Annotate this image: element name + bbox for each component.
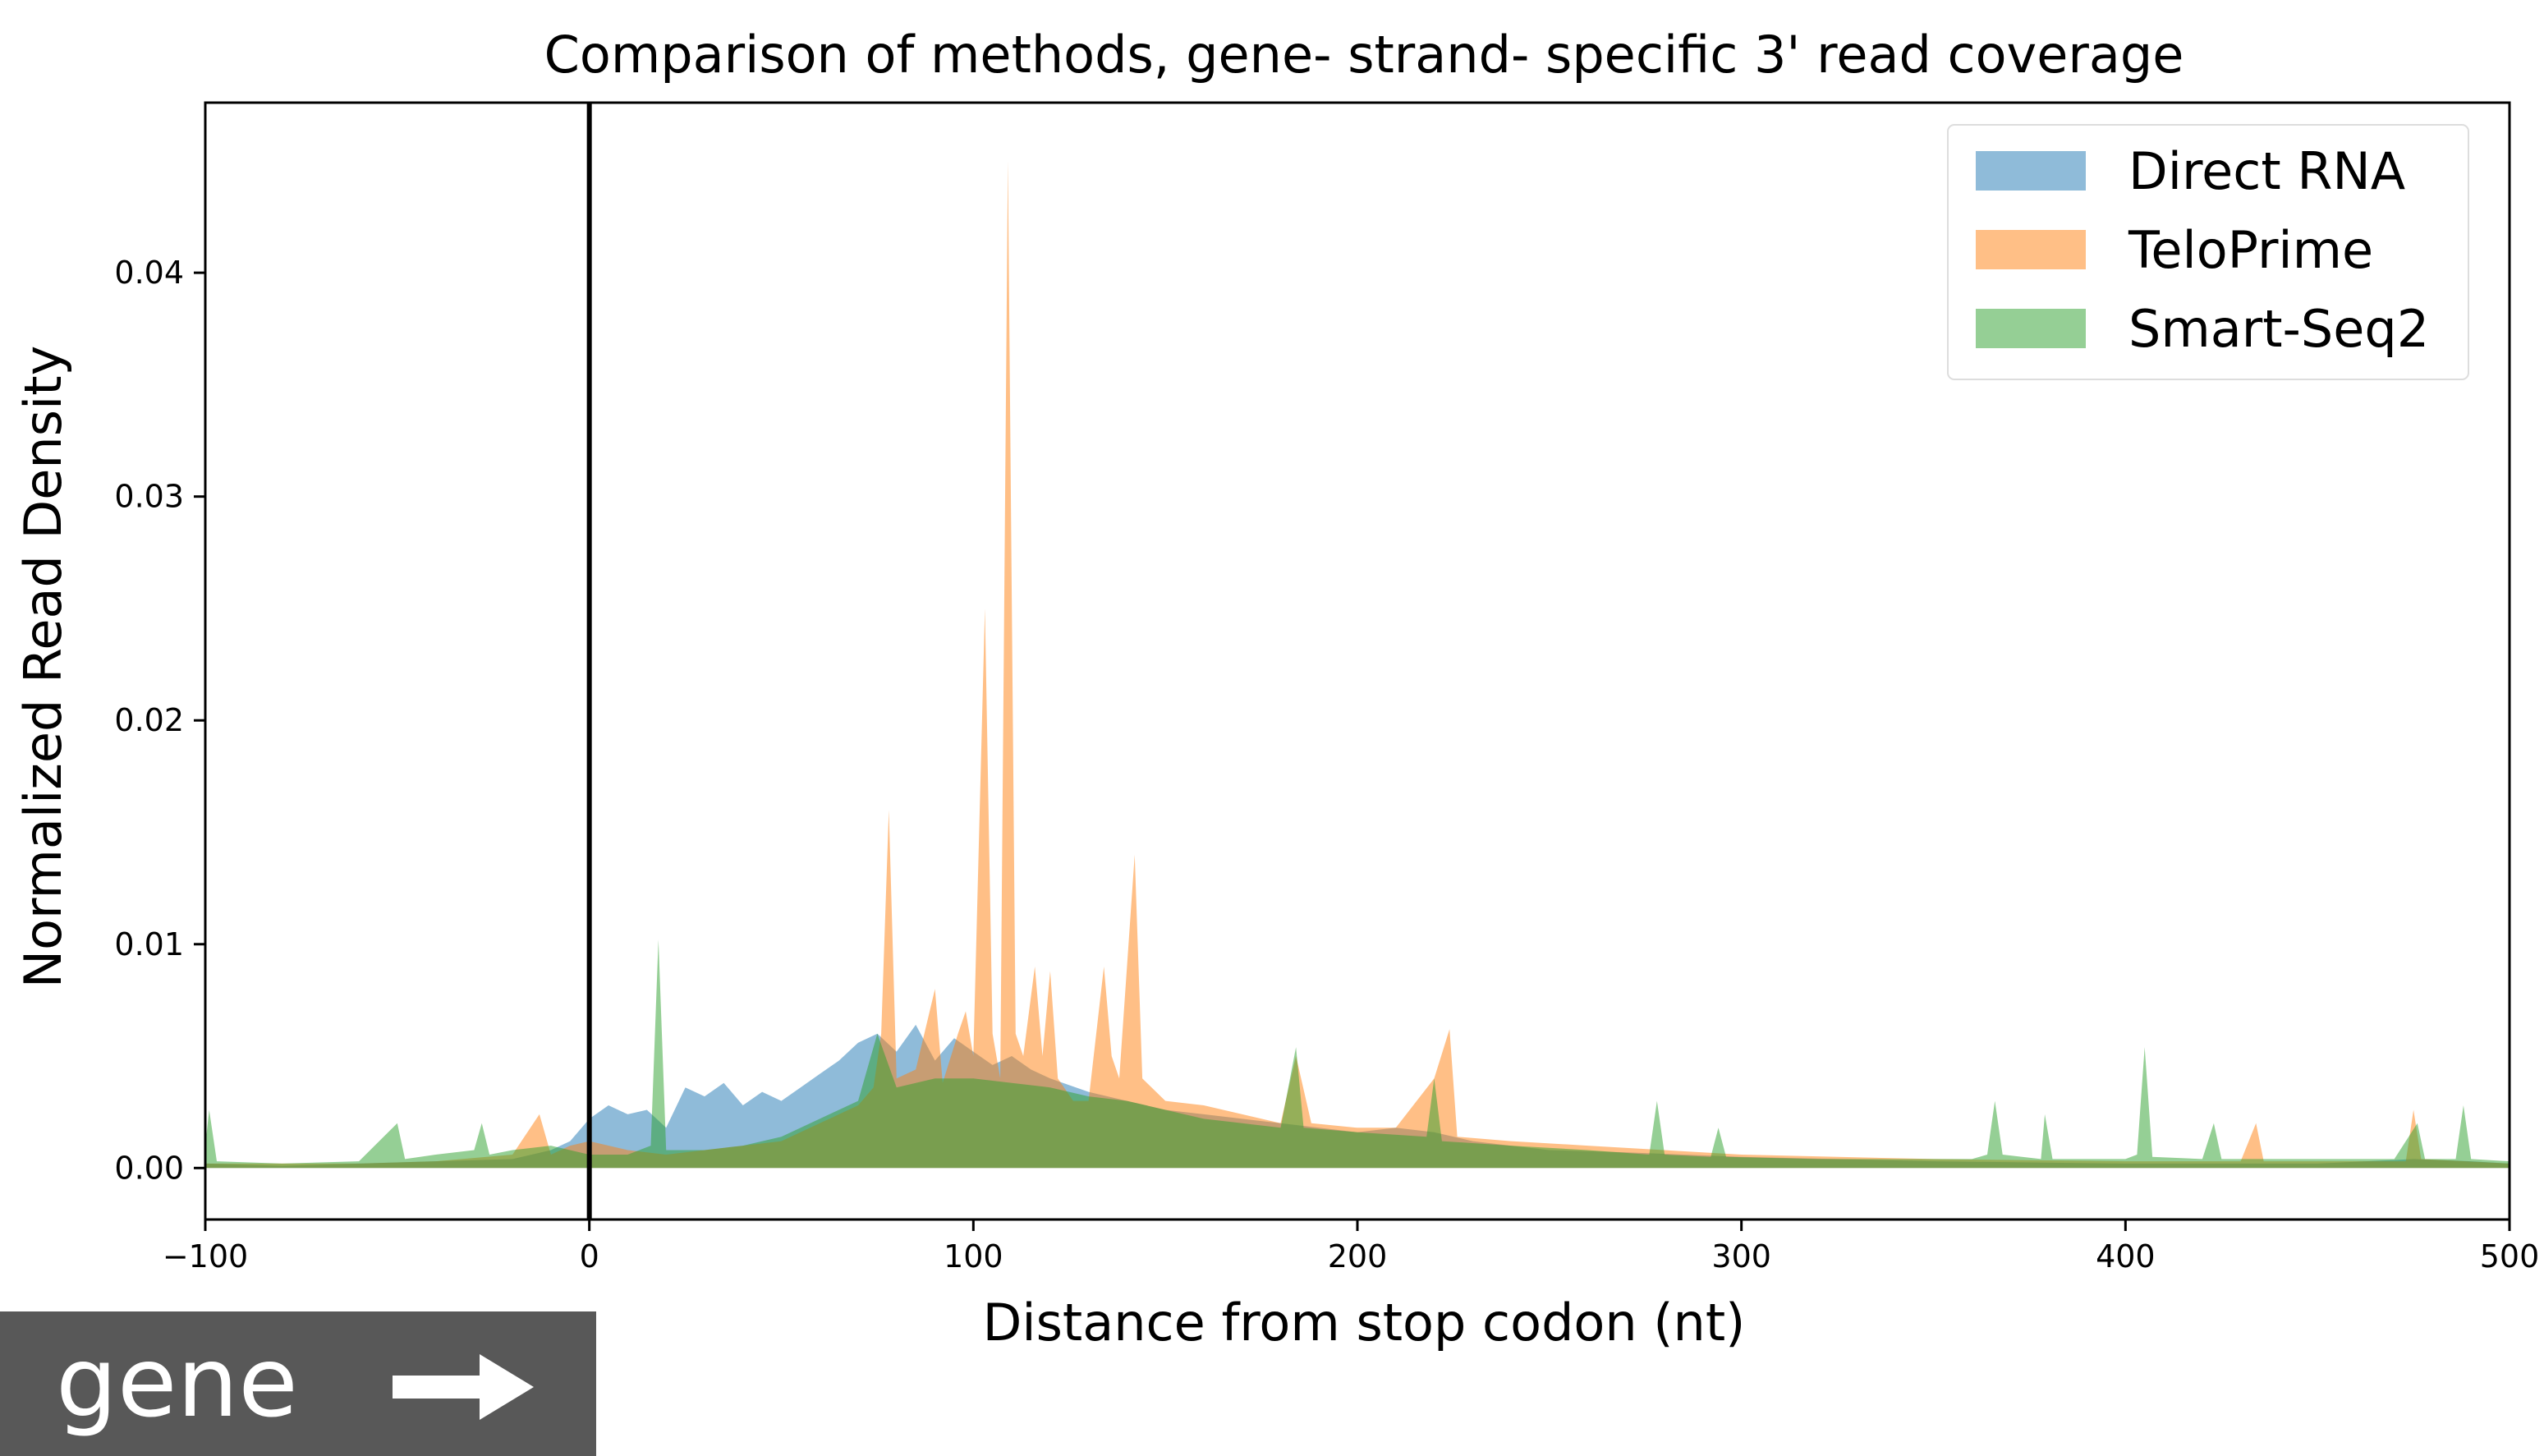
legend-swatch [1976,309,2086,348]
y-tick-label: 0.02 [114,702,184,738]
chart-title: Comparison of methods, gene- strand- spe… [544,25,2184,85]
series-area-3 [205,939,2510,1169]
y-axis-label: Normalized Read Density [13,346,73,989]
x-tick-label: 0 [580,1238,599,1275]
gene-label: gene [56,1325,298,1439]
legend-swatch [1976,230,2086,269]
y-tick-label: 0.03 [114,479,184,515]
y-tick-label: 0.01 [114,926,184,962]
x-tick-label: 400 [2096,1238,2156,1275]
right-arrow-icon [393,1354,534,1420]
x-tick-label: −100 [163,1238,248,1275]
gene-direction-indicator: gene [0,1311,596,1456]
x-tick-label: 500 [2480,1238,2540,1275]
y-axis-ticks: 0.00 0.01 0.02 0.03 0.04 [114,255,205,1186]
series-area-1 [205,1024,2510,1169]
legend: Direct RNA TeloPrime Smart-Seq2 [1947,124,2469,380]
series-areas [205,160,2510,1169]
x-tick-label: 300 [1711,1238,1771,1275]
x-axis-ticks: −100 0 100 200 300 400 500 [163,1219,2539,1275]
x-tick-label: 200 [1328,1238,1388,1275]
legend-label: TeloPrime [2128,220,2373,280]
x-tick-label: 100 [944,1238,1003,1275]
legend-label: Direct RNA [2128,141,2405,201]
x-axis-label: Distance from stop codon (nt) [983,1293,1746,1353]
y-tick-label: 0.00 [114,1150,184,1186]
legend-label: Smart-Seq2 [2128,299,2429,359]
legend-swatch [1976,151,2086,191]
y-tick-label: 0.04 [114,255,184,291]
